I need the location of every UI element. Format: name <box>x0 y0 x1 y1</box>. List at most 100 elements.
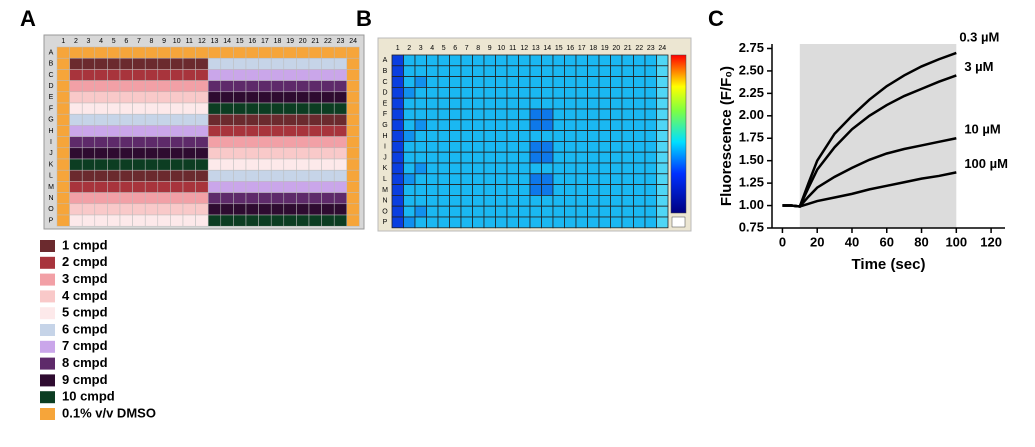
well <box>621 130 634 142</box>
row-label: N <box>382 198 387 205</box>
well <box>460 97 473 110</box>
well <box>437 184 450 196</box>
well <box>56 69 70 81</box>
well <box>283 169 297 182</box>
well <box>132 169 146 182</box>
legend-swatch <box>40 408 55 420</box>
well <box>541 151 554 164</box>
well <box>426 65 439 78</box>
well <box>308 181 322 193</box>
row-label: A <box>383 57 388 64</box>
well <box>391 205 404 218</box>
well <box>107 214 121 227</box>
column-label: 4 <box>430 45 434 52</box>
well <box>483 76 496 88</box>
well <box>495 87 508 99</box>
well <box>69 125 83 137</box>
well <box>460 119 473 132</box>
well <box>170 113 184 126</box>
well <box>529 162 542 175</box>
well <box>506 140 519 153</box>
row-label: H <box>48 128 53 135</box>
well <box>321 46 335 59</box>
well <box>564 119 577 132</box>
well <box>283 192 297 205</box>
well <box>472 97 485 110</box>
well <box>195 158 209 171</box>
legend-label: 3 cmpd <box>62 271 108 286</box>
well <box>56 214 70 227</box>
well <box>587 97 600 110</box>
well <box>564 140 577 153</box>
row-label: L <box>383 176 387 183</box>
well <box>270 80 285 93</box>
well <box>633 76 646 88</box>
well <box>81 91 96 104</box>
well <box>518 216 531 229</box>
well <box>157 169 171 182</box>
well <box>245 102 259 115</box>
well <box>541 87 554 99</box>
well <box>656 184 669 196</box>
well <box>426 162 439 175</box>
well <box>564 87 577 99</box>
well <box>321 136 335 149</box>
well <box>182 214 196 227</box>
well <box>437 119 450 132</box>
well <box>270 46 285 59</box>
column-label: 7 <box>137 38 141 45</box>
well <box>644 162 657 175</box>
well <box>346 91 360 104</box>
well <box>81 147 96 160</box>
well <box>610 162 623 175</box>
well <box>483 119 496 132</box>
well <box>182 46 196 59</box>
well <box>207 214 222 227</box>
well <box>575 108 588 121</box>
well <box>541 108 554 121</box>
well <box>81 69 96 81</box>
well <box>182 113 196 126</box>
well <box>144 125 159 137</box>
well <box>270 113 285 126</box>
well <box>144 214 159 227</box>
well <box>426 173 439 186</box>
column-label: 11 <box>186 38 193 45</box>
well <box>633 184 646 196</box>
well <box>69 102 83 115</box>
well <box>495 140 508 153</box>
well <box>460 173 473 186</box>
well <box>610 97 623 110</box>
well <box>132 181 146 193</box>
well <box>529 54 542 67</box>
well <box>506 162 519 175</box>
well <box>598 97 611 110</box>
column-label: 10 <box>173 38 181 45</box>
well <box>94 46 108 59</box>
well <box>132 158 146 171</box>
legend-label: 1 cmpd <box>62 237 108 252</box>
well <box>321 69 335 81</box>
well <box>437 151 450 164</box>
well <box>258 113 272 126</box>
well <box>449 205 462 218</box>
column-label: 5 <box>112 38 116 45</box>
well <box>94 91 108 104</box>
row-label: C <box>382 79 387 86</box>
well <box>157 203 171 216</box>
well <box>598 184 611 196</box>
well <box>233 46 247 59</box>
x-tick-label: 20 <box>810 234 824 249</box>
well <box>157 192 171 205</box>
well <box>107 181 121 193</box>
well <box>119 203 133 216</box>
well <box>195 169 209 182</box>
well <box>144 91 159 104</box>
well <box>621 87 634 99</box>
well <box>258 102 272 115</box>
well <box>621 194 634 207</box>
well <box>437 140 450 153</box>
well <box>449 151 462 164</box>
well <box>81 46 96 59</box>
well <box>182 192 196 205</box>
